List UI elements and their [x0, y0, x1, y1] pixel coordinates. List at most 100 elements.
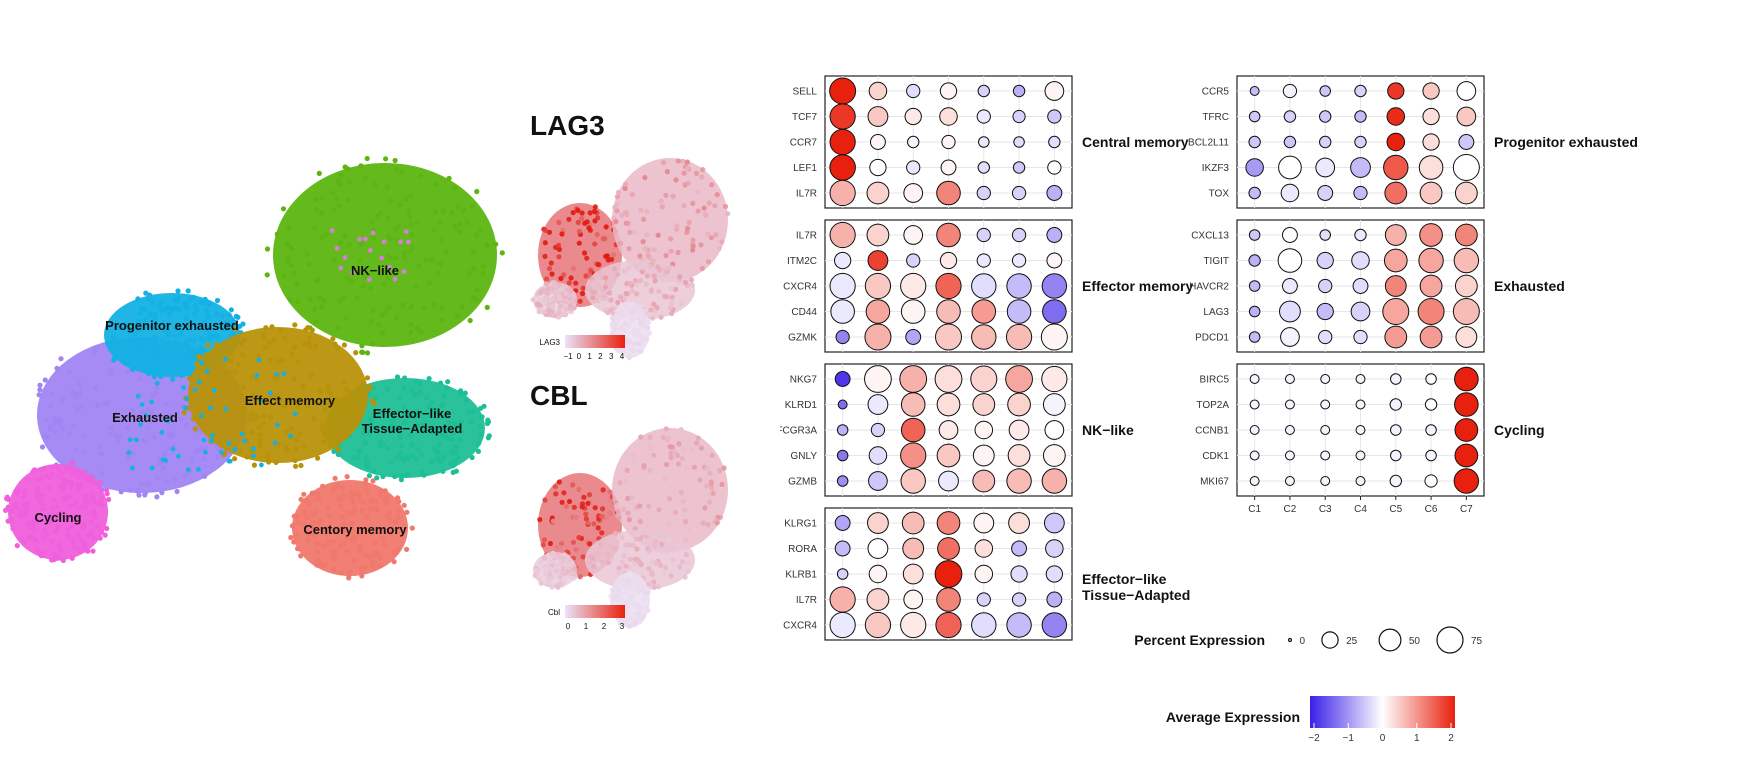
- cell-point: [147, 292, 153, 298]
- cell-point: [550, 518, 556, 524]
- cluster-label: Progenitor exhausted: [105, 318, 239, 333]
- dot-mark: [1012, 161, 1026, 174]
- cell-point: [695, 435, 701, 441]
- cell-point: [312, 306, 318, 312]
- cell-point: [219, 313, 225, 319]
- cell-point: [551, 279, 557, 286]
- cell-point: [686, 219, 692, 226]
- cell-point: [662, 265, 669, 271]
- dot-mark: [936, 511, 961, 535]
- cell-point: [332, 399, 338, 405]
- cell-point: [601, 290, 607, 296]
- cell-point: [630, 593, 636, 600]
- cell-point: [258, 397, 263, 403]
- cell-point: [376, 563, 382, 569]
- cell-point: [541, 537, 547, 543]
- cell-point: [202, 473, 208, 479]
- cell-point: [156, 461, 162, 467]
- dot-mark: [906, 160, 921, 175]
- cell-point: [291, 270, 298, 276]
- cell-point: [705, 231, 711, 237]
- gene-label: PDCD1: [1195, 333, 1229, 344]
- cell-point: [406, 239, 411, 245]
- cell-point: [665, 437, 671, 443]
- cell-point: [194, 448, 200, 454]
- cell-point: [200, 337, 206, 343]
- cell-point: [600, 236, 606, 242]
- cell-point: [699, 174, 705, 180]
- dot-mark: [864, 323, 892, 351]
- cell-point: [143, 344, 149, 350]
- dot-mark: [1354, 110, 1367, 123]
- cell-point: [86, 532, 92, 539]
- dot-mark: [1418, 247, 1444, 274]
- cell-point: [612, 530, 619, 537]
- cell-point: [603, 284, 609, 290]
- dot-mark: [1249, 476, 1260, 486]
- cell-point: [166, 430, 172, 437]
- dot-mark: [902, 537, 925, 560]
- cell-point: [478, 431, 484, 437]
- cell-point: [302, 498, 308, 504]
- dot-mark: [936, 299, 961, 324]
- cell-point: [208, 405, 214, 411]
- dot-mark: [976, 227, 991, 243]
- cell-point: [74, 406, 80, 412]
- cell-point: [58, 356, 64, 362]
- cell-point: [9, 508, 15, 514]
- cell-point: [627, 578, 633, 584]
- cell-point: [668, 573, 674, 579]
- cell-point: [138, 422, 143, 427]
- cell-point: [597, 290, 603, 296]
- cell-point: [576, 228, 582, 234]
- cell-point: [398, 434, 404, 440]
- cell-point: [144, 424, 151, 430]
- cell-point: [584, 255, 590, 261]
- dot-mark: [1318, 329, 1333, 345]
- cell-point: [364, 514, 370, 520]
- dot-mark: [834, 515, 851, 531]
- dot-mark: [971, 324, 997, 350]
- cell-point: [291, 344, 297, 350]
- cell-point: [329, 228, 335, 233]
- cell-point: [443, 248, 449, 254]
- cell-point: [232, 447, 238, 452]
- x-tick-label: C1: [1248, 504, 1261, 515]
- cell-point: [118, 324, 124, 331]
- gene-label: BIRC5: [1200, 375, 1230, 386]
- dot-mark: [972, 444, 995, 467]
- cell-point: [392, 157, 398, 164]
- cell-point: [450, 430, 456, 436]
- cell-point: [573, 280, 579, 286]
- cell-point: [40, 506, 46, 512]
- cell-point: [305, 325, 311, 331]
- cell-point: [215, 454, 221, 460]
- cell-point: [391, 550, 397, 557]
- dot-mark: [1419, 181, 1443, 205]
- dot-mark: [939, 251, 958, 270]
- cell-point: [288, 297, 294, 303]
- dot-mark: [1248, 280, 1261, 292]
- cell-point: [651, 579, 657, 585]
- cell-point: [63, 513, 69, 519]
- cell-point: [340, 514, 346, 520]
- cell-point: [149, 347, 155, 353]
- cell-point: [30, 469, 36, 475]
- dot-mark: [1390, 449, 1402, 462]
- cell-point: [62, 467, 69, 473]
- cell-point: [321, 297, 327, 304]
- cell-point: [335, 446, 341, 453]
- cell-point: [80, 449, 86, 455]
- dot-mark: [1281, 278, 1298, 294]
- cell-point: [244, 454, 250, 460]
- dot-mark: [867, 250, 889, 271]
- cell-point: [382, 496, 388, 502]
- cell-point: [394, 166, 400, 172]
- cell-point: [644, 208, 650, 215]
- cell-point: [181, 473, 187, 479]
- cell-point: [626, 246, 632, 252]
- cell-point: [613, 545, 619, 551]
- size-legend-label: 50: [1409, 636, 1421, 647]
- cell-point: [143, 412, 149, 418]
- cell-point: [158, 373, 164, 380]
